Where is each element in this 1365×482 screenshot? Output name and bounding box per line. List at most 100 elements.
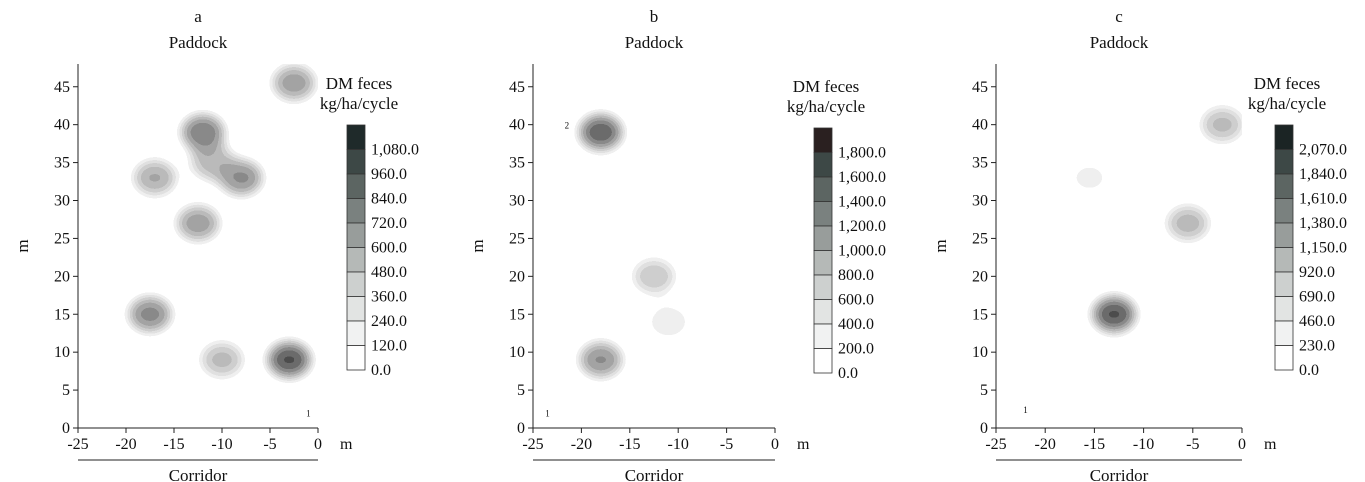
legend-label-4: 1,150.0: [1299, 240, 1347, 257]
legend-swatch-5: [1274, 247, 1294, 273]
panel-a: -25 -20 -15 -10 -5 0 0 5 10 15 20 25 30 35 40 45 m m a Padd…: [13, 7, 419, 482]
panel-c: -25 -20 -15 -10 -5 0 0 5 10 15 20 25 30 35 40 45 m m c Padd…: [931, 7, 1347, 482]
x-tick-label: -5: [720, 436, 733, 453]
legend-swatch-3: [1274, 198, 1294, 224]
x-tick-label: 0: [771, 436, 779, 453]
peak-4: [270, 64, 318, 103]
x-tick-label: 0: [314, 436, 322, 453]
legend-label-8: 200.0: [838, 341, 874, 358]
peak-8: [188, 142, 237, 183]
legend-label-6: 690.0: [1299, 289, 1335, 306]
y-tick-label: 45: [54, 79, 70, 96]
legend-swatch-5: [346, 247, 366, 273]
legend-label-5: 480.0: [371, 264, 407, 281]
legend-label-9: 0.0: [1299, 362, 1319, 379]
y-tick-label: 20: [509, 268, 525, 285]
peak-5: [174, 203, 222, 244]
legend-swatch-3: [346, 198, 366, 224]
field-base: [996, 64, 1242, 428]
y-tick-label: 20: [54, 268, 70, 285]
legend-title-line-2: kg/ha/cycle: [787, 97, 865, 116]
y-tick-label: 30: [509, 193, 525, 210]
legend-swatch-7: [346, 296, 366, 322]
legend-swatch-9: [1274, 345, 1294, 371]
x-tick-label: -15: [619, 436, 640, 453]
legend-label-0: 1,800.0: [838, 145, 886, 162]
legend-label-1: 960.0: [371, 166, 407, 183]
legend-label-5: 920.0: [1299, 264, 1335, 281]
legend-swatch-8: [813, 323, 833, 349]
legend-swatch-0: [813, 127, 833, 153]
legend-label-3: 720.0: [371, 215, 407, 232]
legend-swatch-2: [1274, 173, 1294, 199]
legend-label-0: 2,070.0: [1299, 142, 1347, 159]
legend-label-1: 1,600.0: [838, 169, 886, 186]
y-tick-label: 30: [972, 193, 988, 210]
field-base: [78, 64, 318, 428]
x-tick-label: -25: [522, 436, 543, 453]
x-tick-label: 0: [1238, 436, 1246, 453]
peak-1: [178, 112, 227, 153]
y-tick-label: 0: [517, 420, 525, 437]
annotation-0: 1: [306, 409, 311, 419]
x-tick-label: -5: [263, 436, 276, 453]
legend-swatch-1: [346, 149, 366, 175]
legend-swatch-7: [1274, 296, 1294, 322]
legend-label-9: 0.0: [371, 362, 391, 379]
peak-2: [630, 256, 678, 297]
legend-swatch-7: [813, 299, 833, 325]
legend-title-line-2: kg/ha/cycle: [320, 94, 398, 113]
legend-swatch-9: [346, 345, 366, 371]
y-tick-label: 35: [972, 155, 988, 172]
contour-plot: [996, 64, 1242, 428]
x-tick-label: -15: [1084, 436, 1105, 453]
y-tick-label: 35: [509, 155, 525, 172]
legend-label-3: 1,380.0: [1299, 215, 1347, 232]
legend-swatch-8: [1274, 320, 1294, 346]
legend-label-4: 600.0: [371, 240, 407, 257]
x-tick-label: -10: [211, 436, 232, 453]
legend-title-line-1: DM feces: [793, 77, 860, 96]
y-tick-label: 15: [509, 306, 525, 323]
legend-label-8: 120.0: [371, 338, 407, 355]
y-axis-label: m: [13, 239, 32, 252]
contour-plot: [533, 64, 775, 428]
y-tick-label: 0: [62, 420, 70, 437]
y-tick-label: 15: [972, 306, 988, 323]
x-tick-label: -25: [985, 436, 1006, 453]
y-tick-label: 20: [972, 268, 988, 285]
legend-label-1: 1,840.0: [1299, 166, 1347, 183]
corridor-label: Corridor: [1090, 466, 1149, 482]
peak-1: [576, 339, 625, 380]
legend-label-2: 1,610.0: [1299, 191, 1347, 208]
legend-label-6: 360.0: [371, 289, 407, 306]
panel-letter: b: [650, 7, 659, 26]
y-tick-label: 45: [972, 79, 988, 96]
legend-swatch-6: [346, 271, 366, 297]
legend-swatch-2: [346, 173, 366, 199]
legend-swatch-8: [346, 320, 366, 346]
x-unit-label: m: [340, 436, 353, 453]
legend-label-7: 240.0: [371, 313, 407, 330]
legend-swatch-2: [813, 176, 833, 202]
corridor-label: Corridor: [625, 466, 684, 482]
peak-0: [1090, 294, 1139, 335]
y-tick-label: 40: [972, 117, 988, 134]
y-tick-label: 5: [517, 382, 525, 399]
legend-label-8: 230.0: [1299, 338, 1335, 355]
contour-plot: [78, 64, 318, 428]
contour-field: [78, 64, 318, 428]
legend-label-5: 800.0: [838, 267, 874, 284]
contour-field: [533, 64, 775, 428]
contour-field: [996, 64, 1242, 428]
peak-0: [265, 339, 314, 380]
y-tick-label: 30: [54, 193, 70, 210]
legend-swatch-1: [813, 152, 833, 178]
peak-7: [198, 339, 246, 380]
legend-label-3: 1,200.0: [838, 218, 886, 235]
x-unit-label: m: [1264, 436, 1277, 453]
x-tick-label: -25: [67, 436, 88, 453]
legend-swatch-4: [813, 225, 833, 251]
